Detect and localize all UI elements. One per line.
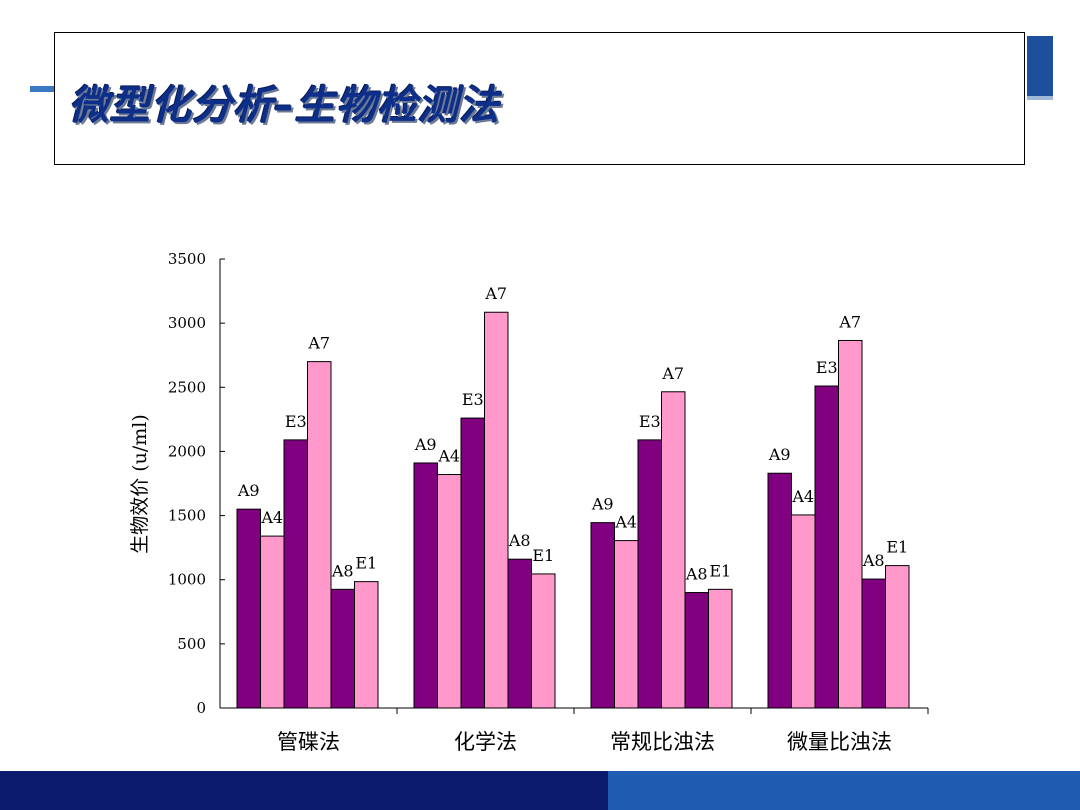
decorative-line [30,86,56,92]
bar-label: A9 [237,481,260,500]
x-category-label: 微量比浊法 [787,730,892,754]
bar-a9 [590,522,615,709]
bar-e3 [283,439,308,709]
bar-a4 [614,540,639,709]
bar-a8 [684,592,709,709]
bar-label: E3 [285,412,307,431]
bar-label: A8 [685,565,708,584]
chart-axes: 0 500 1000 1500 2000 2500 3000 3500 管碟法 化学法 常规比浊法 微… [168,250,929,754]
decorative-square [1027,36,1053,96]
y-tick-label: 3000 [168,314,206,332]
bar-e1 [354,581,379,709]
bar-a9 [413,462,438,709]
bar-e3 [814,385,839,709]
bar-a4 [791,514,816,709]
footer-bar-left [0,771,608,810]
bar-a7 [484,311,509,709]
bar-label: A8 [862,551,885,570]
bar-a8 [330,588,355,709]
bar-label: A9 [768,445,791,464]
title-box: 微型化分析–生物检测法 [54,32,1025,165]
slide-title: 微型化分析–生物检测法 [69,83,500,129]
bar-e3 [460,417,485,709]
bar-a9 [236,508,261,709]
x-category-label: 常规比浊法 [610,730,715,754]
bar-label: A4 [791,487,814,506]
bar-label: A9 [414,435,437,454]
y-axis-title: 生物效价 (u/ml) [129,414,151,554]
y-tick-label: 1000 [168,571,206,589]
chart-bars [236,311,910,709]
y-tick-label: 500 [177,635,206,653]
bar-label: A7 [484,284,507,303]
bar-a8 [861,578,886,709]
x-category-label: 化学法 [454,730,517,754]
bar-label: A7 [838,312,861,331]
x-category-label: 管碟法 [277,730,340,754]
bar-label: A7 [661,364,684,383]
bar-e1 [708,588,733,709]
bar-label: E1 [355,554,377,573]
bar-label: E3 [462,390,484,409]
bar-e3 [637,439,662,709]
y-tick-label: 1500 [168,507,206,525]
bar-label: E1 [886,538,908,557]
footer-bar-right [608,771,1080,810]
y-tick-label: 2500 [168,378,206,396]
bar-e1 [885,565,910,709]
bar-label: E3 [639,412,661,431]
y-tick-label: 2000 [168,442,206,460]
bar-label: A4 [437,447,460,466]
bar-label: A4 [260,508,283,527]
decorative-square-edge [1027,96,1053,100]
y-tick-label: 0 [196,699,206,717]
bar-label: A8 [331,561,354,580]
bar-a9 [767,472,792,709]
y-tick-label: 3500 [168,250,206,268]
bar-a4 [437,474,462,709]
bar-label: E3 [816,358,838,377]
bar-label: A9 [591,495,614,514]
bar-label: A7 [307,334,330,353]
bar-label: E1 [709,561,731,580]
bar-e1 [531,573,556,709]
bar-a8 [507,558,532,709]
bar-label: E1 [532,546,554,565]
bar-a7 [307,361,332,709]
bar-a7 [661,391,686,709]
bar-label: A8 [508,531,531,550]
bar-a7 [838,339,863,709]
bar-label: A4 [614,513,637,532]
bar-a4 [260,535,285,709]
